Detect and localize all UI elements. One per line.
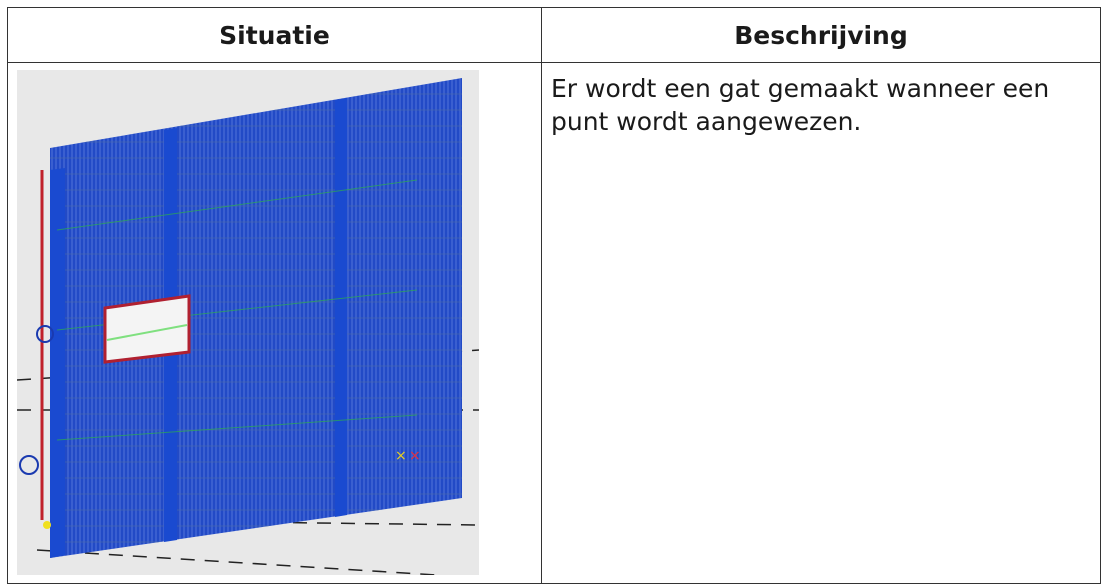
opening <box>103 294 191 364</box>
header-cell: Situatie <box>7 7 542 63</box>
cross: × <box>395 448 407 464</box>
row: × × Er wordt een gat gemaakt wanneer een… <box>7 62 1101 584</box>
header-cell: Beschrijving <box>541 7 1101 63</box>
marker <box>43 521 51 529</box>
wall-grid <box>50 78 462 558</box>
header-row: Situatie Beschrijving <box>7 7 1101 63</box>
cross: × <box>409 448 421 464</box>
marker <box>36 325 54 343</box>
opening-line <box>106 324 188 341</box>
table: Situatie Beschrijving <box>7 7 1101 584</box>
description-cell: Er wordt een gat gemaakt wanneer een pun… <box>541 62 1101 584</box>
marker <box>19 455 39 475</box>
image-cell: × × <box>7 62 542 584</box>
description: Er wordt een gat gemaakt wanneer een pun… <box>551 74 1050 136</box>
situation-image: × × <box>17 70 479 575</box>
